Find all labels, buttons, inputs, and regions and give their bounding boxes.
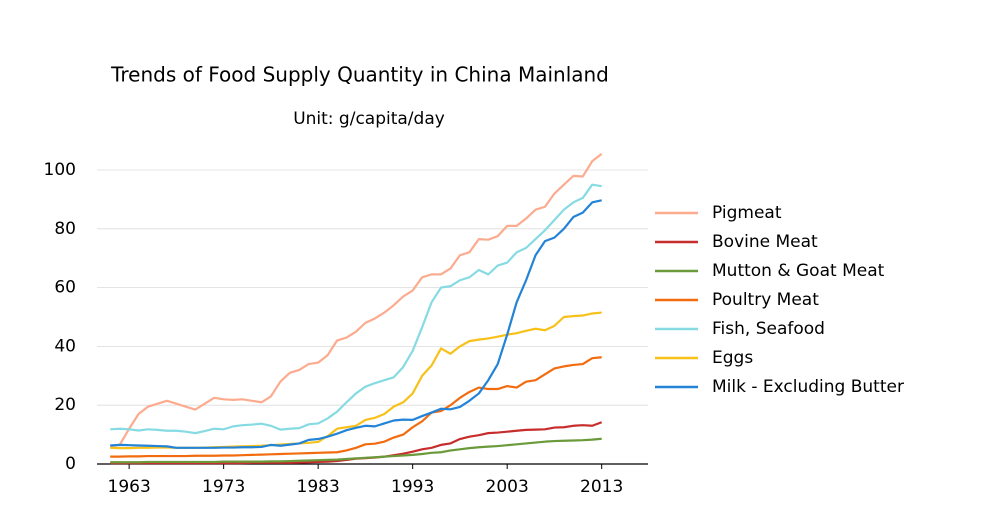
data-line	[110, 356, 602, 458]
y-tick-label: 40	[54, 336, 76, 356]
chart-subtitle: Unit: g/capita/day	[293, 109, 445, 129]
x-tick-label: 2013	[580, 477, 623, 497]
legend-label: Pigmeat	[712, 203, 782, 223]
data-line	[110, 183, 602, 435]
data-line	[110, 199, 602, 449]
y-tick-label: 100	[44, 160, 76, 180]
y-tick-label: 80	[54, 219, 76, 239]
x-tick-label: 1963	[108, 477, 151, 497]
legend-label: Poultry Meat	[712, 290, 819, 310]
legend-label: Fish, Seafood	[712, 319, 825, 339]
x-tick-label: 1973	[202, 477, 245, 497]
y-tick-label: 20	[54, 395, 76, 415]
data-line	[110, 152, 603, 448]
legend-label: Milk - Excluding Butter	[712, 377, 904, 397]
x-tick-label: 2003	[486, 477, 529, 497]
y-tick-label: 0	[65, 454, 76, 474]
legend-label: Bovine Meat	[712, 232, 818, 252]
x-tick-label: 1983	[297, 477, 340, 497]
legend-label: Mutton & Goat Meat	[712, 261, 885, 281]
chart-title: Trends of Food Supply Quantity in China …	[110, 63, 609, 87]
x-tick-label: 1993	[391, 477, 434, 497]
legend-label: Eggs	[712, 348, 753, 368]
data-line	[110, 437, 602, 464]
y-tick-label: 60	[54, 278, 76, 298]
